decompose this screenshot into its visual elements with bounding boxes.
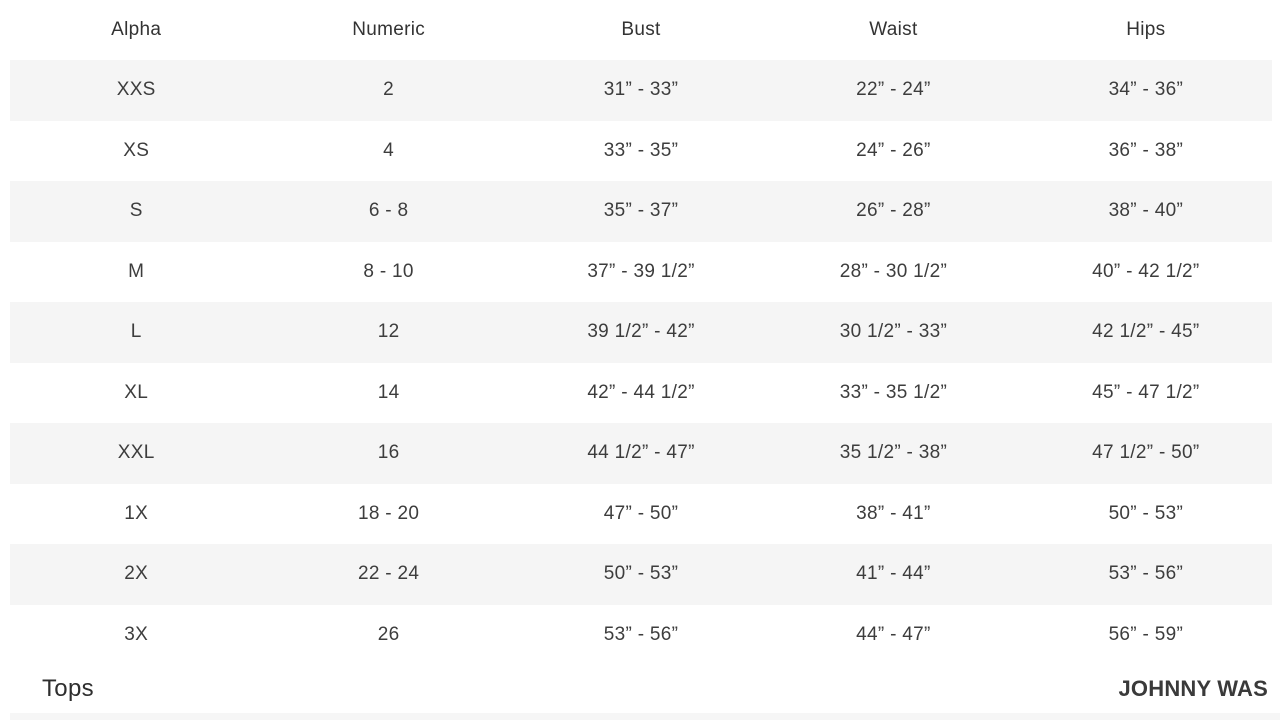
table-cell: 26” - 28”: [856, 200, 931, 222]
table-cell: 53” - 56”: [1108, 563, 1184, 585]
table-cell: 35” - 37”: [603, 200, 679, 222]
table-row-1x: 1X 18 - 20 47” - 50” 38” - 41” 50” - 53”: [10, 484, 1272, 545]
table-cell: 47” - 50”: [603, 502, 679, 524]
table-row-3x: 3X 26 53” - 56” 44” - 47” 56” - 59”: [10, 605, 1272, 666]
table-cell: 31” - 33”: [603, 79, 679, 101]
table-row-s: S 6 - 8 35” - 37” 26” - 28” 38” - 40”: [10, 181, 1272, 242]
table-cell: 36” - 38”: [1108, 139, 1184, 161]
table-cell: 37” - 39 1/2”: [587, 260, 695, 282]
table-body: XXS 2 31” - 33” 22” - 24” 34” - 36” XS 4 33” - …: [10, 60, 1272, 665]
table-cell: 14: [377, 381, 400, 403]
table-cell: 2X: [124, 563, 149, 585]
table-cell: 3X: [124, 623, 149, 645]
table-cell: 34” - 36”: [1108, 79, 1184, 101]
column-header-bust: Bust: [621, 19, 661, 40]
table-cell: 24” - 26”: [856, 139, 931, 161]
table-cell: XL: [124, 381, 149, 403]
category-label: Tops: [42, 674, 94, 702]
table-cell: 50” - 53”: [1108, 502, 1184, 524]
table-cell: M: [128, 260, 145, 282]
table-cell: 6 - 8: [368, 200, 409, 222]
table-cell: 33” - 35”: [603, 139, 679, 161]
footer-bar: Tops JOHNNY WAS: [0, 665, 1280, 712]
table-cell: 4: [383, 139, 395, 161]
table-cell: 42” - 44 1/2”: [587, 381, 695, 403]
table-cell: 33” - 35 1/2”: [839, 381, 948, 403]
table-cell: XS: [123, 139, 150, 161]
table-row-xl: XL 14 42” - 44 1/2” 33” - 35 1/2” 45” - 47 1…: [10, 363, 1272, 424]
column-header-numeric: Numeric: [352, 19, 426, 40]
table-cell: 12: [377, 321, 400, 343]
table-cell: 47 1/2” - 50”: [1092, 442, 1200, 464]
table-cell: 39 1/2” - 42”: [587, 321, 695, 343]
table-cell: S: [129, 200, 143, 222]
table-row-l: L 12 39 1/2” - 42” 30 1/2” - 33” 42 1/2” - 4…: [10, 302, 1272, 363]
table-cell: 30 1/2” - 33”: [839, 321, 948, 343]
table-header-row: Alpha Numeric Bust Waist Hips: [10, 0, 1272, 60]
table-cell: 16: [377, 442, 400, 464]
table-cell: 53” - 56”: [603, 623, 679, 645]
table-cell: 22 - 24: [357, 563, 420, 585]
table-cell: 56” - 59”: [1108, 623, 1184, 645]
table-cell: 22” - 24”: [856, 79, 931, 101]
brand-logo: JOHNNY WAS: [1118, 675, 1268, 701]
column-header-waist: Waist: [869, 19, 918, 40]
table-cell: 44 1/2” - 47”: [587, 442, 695, 464]
table-cell: 8 - 10: [363, 260, 414, 282]
table-row-xs: XS 4 33” - 35” 24” - 26” 36” - 38”: [10, 121, 1272, 182]
table-cell: 18 - 20: [357, 502, 420, 524]
table-cell: 44” - 47”: [856, 623, 931, 645]
table-cell: XXL: [117, 442, 155, 464]
table-cell: 50” - 53”: [603, 563, 679, 585]
column-header-hips: Hips: [1126, 19, 1166, 40]
next-row-peek-strip: [10, 713, 1280, 720]
table-cell: 45” - 47 1/2”: [1092, 381, 1200, 403]
table-cell: 28” - 30 1/2”: [839, 260, 948, 282]
table-cell: 42 1/2” - 45”: [1092, 321, 1200, 343]
table-cell: 2: [383, 79, 395, 101]
size-chart-table: Alpha Numeric Bust Waist Hips XXS 2 31” - 33” 2…: [10, 0, 1272, 665]
table-cell: XXS: [116, 79, 156, 101]
table-cell: 26: [377, 623, 400, 645]
table-cell: L: [130, 321, 142, 343]
column-header-alpha: Alpha: [111, 19, 162, 40]
table-cell: 40” - 42 1/2”: [1092, 260, 1200, 282]
table-cell: 38” - 41”: [856, 502, 931, 524]
table-cell: 35 1/2” - 38”: [839, 442, 948, 464]
table-cell: 38” - 40”: [1108, 200, 1184, 222]
table-row-2x: 2X 22 - 24 50” - 53” 41” - 44” 53” - 56”: [10, 544, 1272, 605]
table-row-m: M 8 - 10 37” - 39 1/2” 28” - 30 1/2” 40” - 4…: [10, 242, 1272, 303]
table-cell: 1X: [124, 502, 149, 524]
table-row-xxl: XXL 16 44 1/2” - 47” 35 1/2” - 38” 47 1/2” -…: [10, 423, 1272, 484]
table-cell: 41” - 44”: [856, 563, 931, 585]
table-row-xxs: XXS 2 31” - 33” 22” - 24” 34” - 36”: [10, 60, 1272, 121]
